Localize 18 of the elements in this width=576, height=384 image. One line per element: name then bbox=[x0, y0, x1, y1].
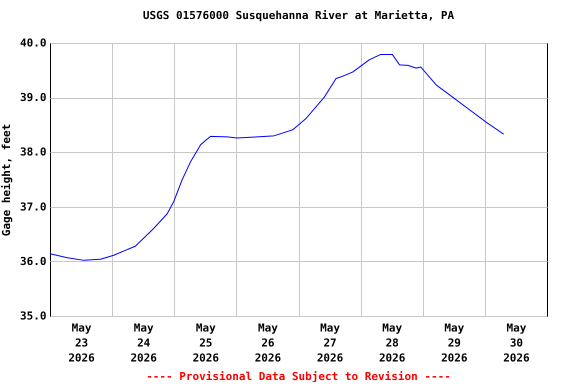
x-tick-label: May 24 2026 bbox=[130, 322, 158, 364]
y-tick-label: 36.0 bbox=[20, 254, 46, 268]
chart-title: USGS 01576000 Susquehanna River at Marietta, PA bbox=[142, 9, 455, 22]
x-tick-label: May 30 2026 bbox=[503, 322, 530, 364]
y-tick-label: 39.0 bbox=[20, 91, 46, 104]
x-tick-label: May 29 2026 bbox=[441, 322, 468, 364]
x-tick-label: May 26 2026 bbox=[254, 322, 282, 364]
text: ---- Provisional Data Subject to Revision ---- bbox=[146, 370, 451, 383]
y-tick-label: 38.0 bbox=[20, 146, 46, 159]
y-tick-label: 35.0 bbox=[20, 310, 46, 322]
line-series bbox=[50, 54, 504, 261]
x-tick-label: May 28 2026 bbox=[378, 322, 406, 364]
y-tick-label: 40.0 bbox=[20, 36, 46, 50]
y-tick-label: 37.0 bbox=[20, 200, 46, 214]
x-tick-label: May 25 2026 bbox=[192, 322, 220, 364]
y-axis-title: Gage height, feet bbox=[0, 124, 14, 236]
x-tick-label: May 23 2026 bbox=[68, 322, 96, 364]
x-tick-label: May 27 2026 bbox=[316, 322, 344, 364]
